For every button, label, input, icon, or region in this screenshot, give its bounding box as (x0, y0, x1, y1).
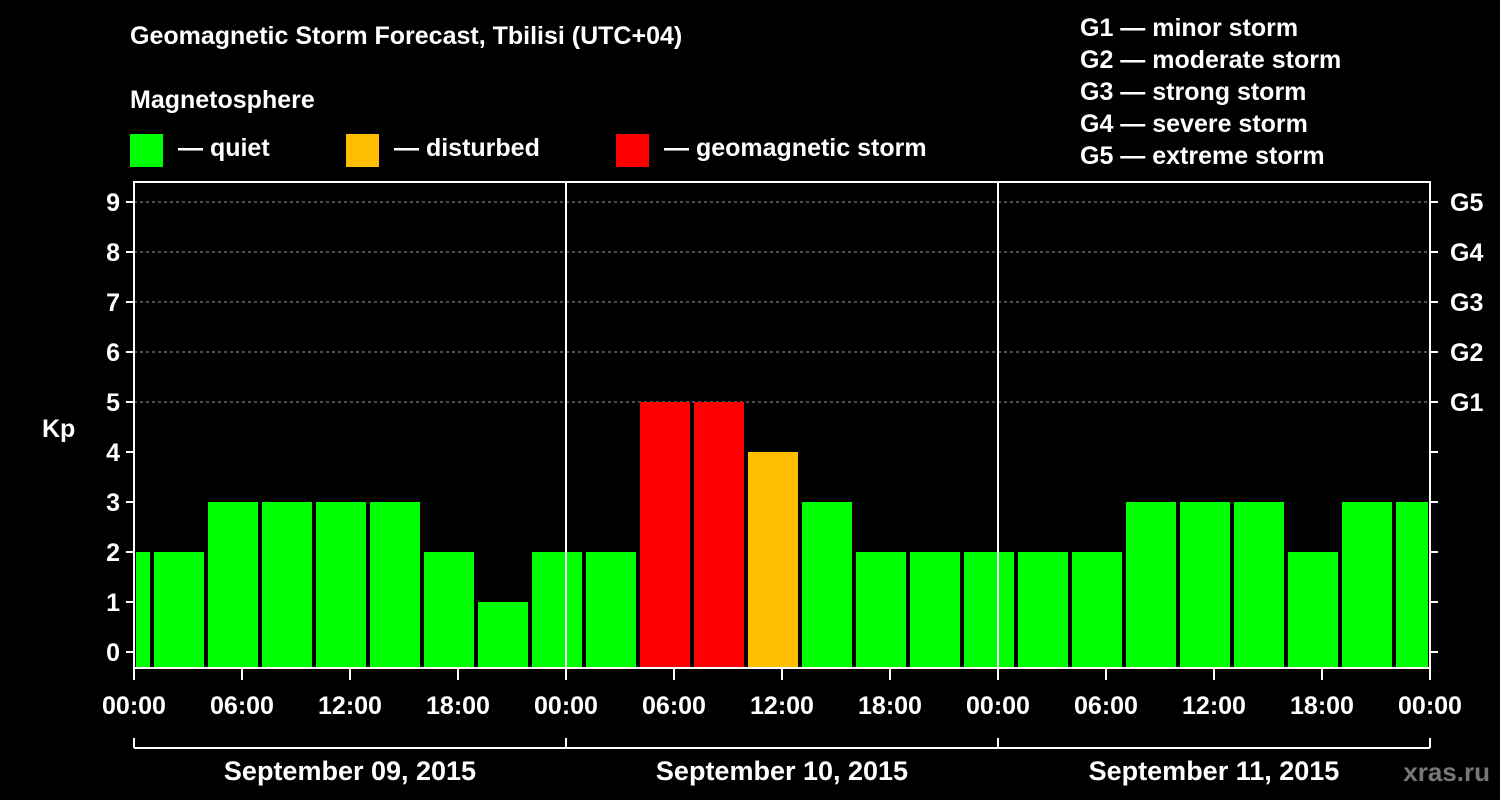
kp-bar (910, 552, 960, 668)
kp-bar (748, 452, 798, 668)
y-tick-label: 5 (106, 389, 120, 417)
storm-scale-g2: G2 — moderate storm (1080, 46, 1342, 74)
y-tick-label: 3 (106, 489, 120, 517)
kp-bar (964, 552, 1014, 668)
legend-label-storm: — geomagnetic storm (664, 134, 927, 162)
watermark: xras.ru (1403, 757, 1490, 787)
kp-bar (208, 502, 258, 668)
kp-bar (1396, 502, 1428, 668)
day-label: September 11, 2015 (1089, 756, 1340, 786)
kp-bar (1126, 502, 1176, 668)
y-tick-label: 9 (106, 189, 120, 217)
y-tick-label: 0 (106, 639, 120, 667)
kp-bar (370, 502, 420, 668)
kp-bar (424, 552, 474, 668)
x-tick-label: 18:00 (1290, 692, 1354, 720)
x-tick-label: 18:00 (858, 692, 922, 720)
day-label: September 10, 2015 (656, 756, 908, 786)
legend-swatch-disturbed (346, 134, 379, 167)
kp-bar (802, 502, 852, 668)
x-tick-label: 06:00 (642, 692, 706, 720)
right-axis-label: G3 (1450, 289, 1483, 317)
x-tick-label: 00:00 (966, 692, 1030, 720)
x-tick-label: 12:00 (318, 692, 382, 720)
kp-bar (136, 552, 150, 668)
grid-layer (134, 201, 1430, 403)
axis-layer: 0 1 2 3 4 5 6 7 8 9 G1 G2 G3 G4 G5 Kp 00:00 06:00 12:00 18:… (42, 181, 1483, 786)
y-tick-label: 6 (106, 339, 120, 367)
x-tick-label: 06:00 (210, 692, 274, 720)
right-axis-label: G5 (1450, 189, 1483, 217)
kp-bar (1180, 502, 1230, 668)
bars-layer (136, 402, 1428, 668)
y-axis-label: Kp (42, 415, 75, 443)
x-tick-label: 18:00 (426, 692, 490, 720)
x-tick-label: 00:00 (534, 692, 598, 720)
kp-bar (856, 552, 906, 668)
kp-bar (640, 402, 690, 668)
kp-bar (154, 552, 204, 668)
kp-bar (262, 502, 312, 668)
right-axis-label: G1 (1450, 389, 1483, 417)
kp-bar (694, 402, 744, 668)
y-tick-label: 8 (106, 239, 120, 267)
y-tick-label: 7 (106, 289, 120, 317)
right-axis-label: G2 (1450, 339, 1483, 367)
storm-scale-g3: G3 — strong storm (1080, 78, 1307, 106)
x-tick-label: 00:00 (102, 692, 166, 720)
legend-swatch-quiet (130, 134, 163, 167)
storm-scale-g1: G1 — minor storm (1080, 14, 1299, 42)
storm-scale-g5: G5 — extreme storm (1080, 142, 1325, 170)
legend-swatch-storm (616, 134, 649, 167)
legend-label-quiet: — quiet (178, 134, 270, 162)
kp-bar (1342, 502, 1392, 668)
kp-bar (1072, 552, 1122, 668)
legend-title: Magnetosphere (130, 86, 315, 114)
kp-bar (586, 552, 636, 668)
kp-bar (316, 502, 366, 668)
x-tick-label: 12:00 (1182, 692, 1246, 720)
x-tick-label: 00:00 (1398, 692, 1462, 720)
kp-bar (532, 552, 582, 668)
chart-title: Geomagnetic Storm Forecast, Tbilisi (UTC… (130, 22, 683, 50)
kp-bar (1288, 552, 1338, 668)
x-tick-label: 06:00 (1074, 692, 1138, 720)
y-tick-label: 4 (106, 439, 120, 467)
right-axis-label: G4 (1450, 239, 1483, 267)
kp-bar (1234, 502, 1284, 668)
x-tick-label: 12:00 (750, 692, 814, 720)
y-tick-label: 2 (106, 539, 120, 567)
kp-bar (478, 602, 528, 668)
y-tick-label: 1 (106, 589, 120, 617)
day-label: September 09, 2015 (224, 756, 476, 786)
storm-scale-g4: G4 — severe storm (1080, 110, 1308, 138)
kp-bar (1018, 552, 1068, 668)
legend-label-disturbed: — disturbed (394, 134, 540, 162)
